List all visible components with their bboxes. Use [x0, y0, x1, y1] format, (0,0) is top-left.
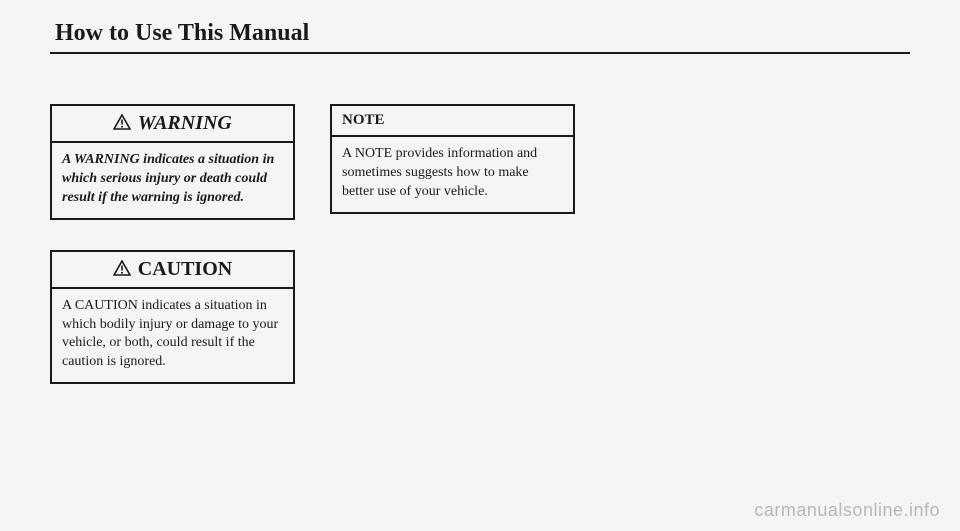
alert-triangle-icon	[113, 113, 131, 136]
left-column: WARNING A WARNING indicates a situation …	[50, 104, 295, 384]
note-body: A NOTE provides information and sometime…	[332, 137, 573, 212]
page-title: How to Use This Manual	[50, 20, 910, 47]
note-box: NOTE A NOTE provides information and som…	[330, 104, 575, 214]
warning-header: WARNING	[52, 106, 293, 143]
warning-body: A WARNING indicates a situation in which…	[52, 143, 293, 218]
title-divider	[50, 52, 910, 54]
boxes-container: WARNING A WARNING indicates a situation …	[50, 104, 910, 384]
caution-box: CAUTION A CAUTION indicates a situation …	[50, 250, 295, 385]
caution-body: A CAUTION indicates a situation in which…	[52, 289, 293, 383]
alert-triangle-icon	[113, 259, 131, 282]
warning-header-text: WARNING	[138, 112, 232, 134]
caution-header: CAUTION	[52, 252, 293, 289]
watermark-text: carmanualsonline.info	[754, 500, 940, 521]
warning-box: WARNING A WARNING indicates a situation …	[50, 104, 295, 220]
caution-header-text: CAUTION	[138, 258, 232, 280]
right-column: NOTE A NOTE provides information and som…	[330, 104, 575, 214]
note-header: NOTE	[332, 106, 573, 137]
